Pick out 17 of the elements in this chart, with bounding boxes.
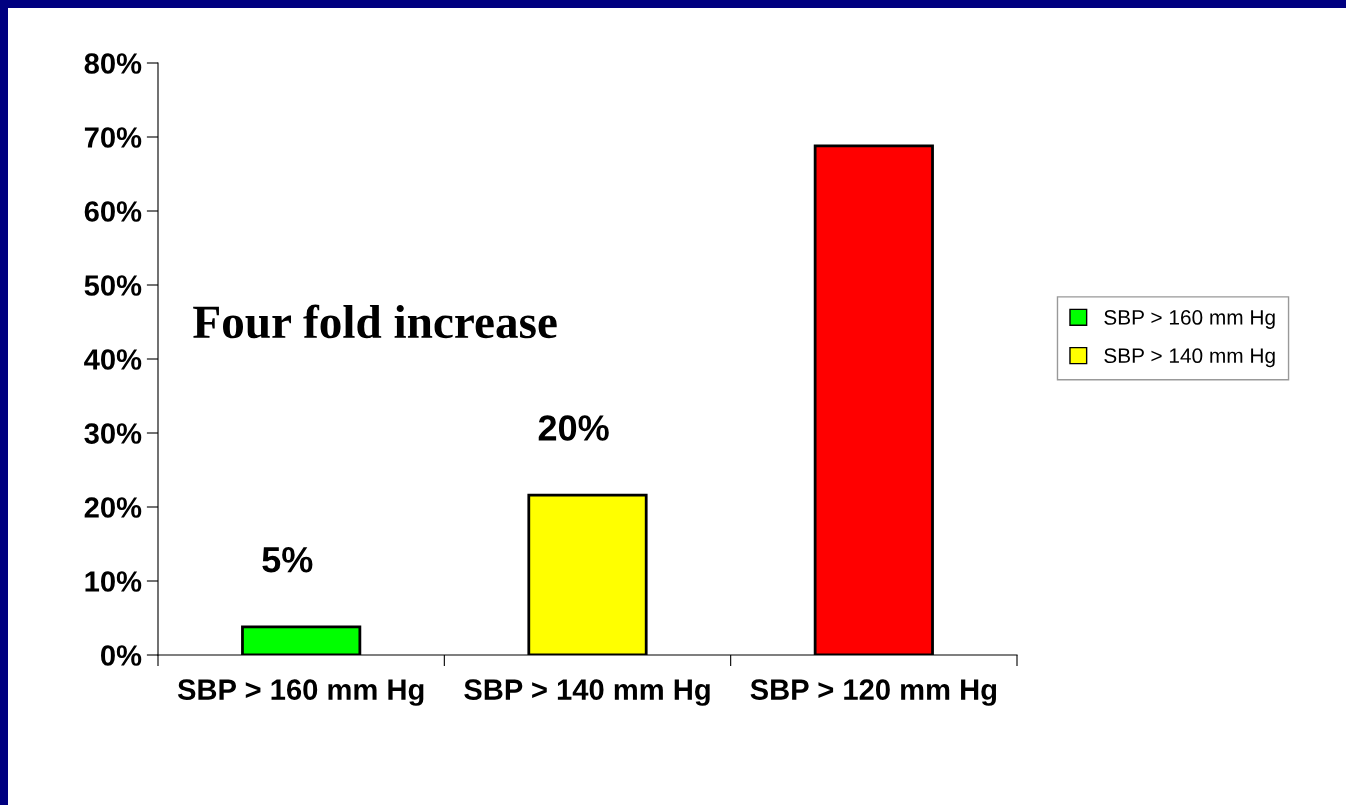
x-tick-label: SBP > 120 mm Hg [750,679,997,706]
y-tick-label: 40% [84,349,142,370]
y-tick-label: 0% [101,645,142,666]
y-tick-label: 70% [84,127,142,148]
y-tick-label: 50% [84,275,142,296]
y-tick-label: 80% [84,53,142,74]
y-tick-label: 30% [84,423,142,444]
x-tick-label: SBP > 140 mm Hg [464,679,710,706]
legend-label: SBP > 160 mm Hg [1104,310,1275,329]
y-tick-label: 10% [85,571,142,592]
x-tick-label: SBP > 160 mm Hg [177,679,424,706]
annotation: Four fold increase [193,304,557,339]
annotation: 20% [538,415,609,441]
y-tick-label: 60% [84,201,142,222]
legend-label: SBP > 140 mm Hg [1104,348,1275,368]
y-tick-label: 20% [84,497,142,518]
annotation: 5% [262,547,313,573]
